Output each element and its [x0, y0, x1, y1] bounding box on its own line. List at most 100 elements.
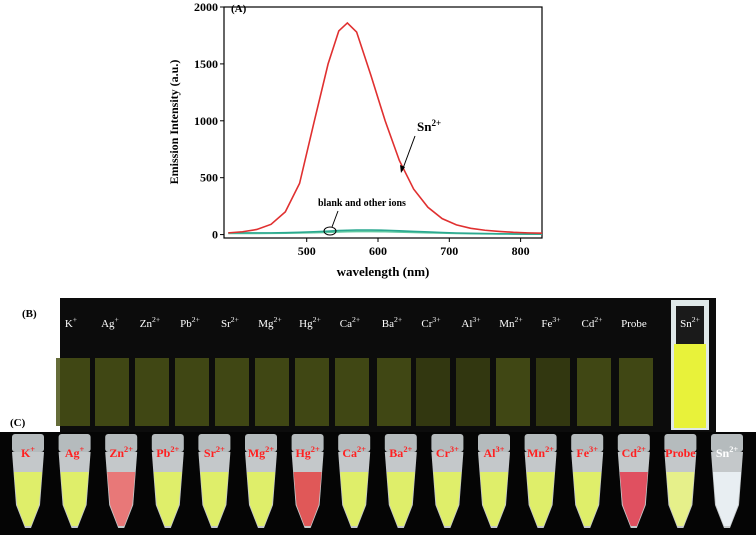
tube-cap	[151, 434, 184, 452]
tube-cap	[478, 434, 510, 452]
vial-label: Fe3+	[541, 315, 560, 330]
tube-liquid	[200, 472, 229, 526]
vial-label-sup: +	[115, 315, 119, 324]
vial-label-base: Ba	[382, 318, 394, 330]
vial-label-base: Pb	[180, 318, 192, 330]
tube-cap	[245, 434, 277, 452]
vial-label: Cd2+	[581, 315, 602, 330]
vial-label: Ca2+	[340, 315, 360, 330]
vial-label-base: Ag	[101, 318, 115, 330]
tube-label: Sn2+	[716, 445, 739, 460]
vial-liquid	[536, 358, 570, 426]
arrow	[331, 210, 339, 228]
annotation-sup: 2+	[431, 118, 441, 128]
y-axis-label: Emission Intensity (a.u.)	[167, 60, 181, 185]
tube-label-sup: 2+	[403, 445, 412, 454]
vial-liquid	[577, 358, 611, 426]
tube-liquid	[340, 472, 369, 526]
tube-label-sup: 2+	[545, 445, 554, 454]
tube-label-sup: 2+	[265, 445, 274, 454]
tube-label: Hg2+	[295, 445, 320, 460]
tube-label: Sr2+	[204, 445, 225, 460]
arrow-head	[400, 165, 405, 173]
vial-label: Zn2+	[140, 315, 160, 330]
tube-label-sup: 2+	[311, 445, 320, 454]
vial-label-base: Sr	[221, 318, 231, 330]
vial-label-sup: 2+	[152, 315, 160, 324]
tube-label: Ca2+	[342, 445, 366, 460]
vial-label-base: Cd	[581, 318, 594, 330]
tube-label: Ba2+	[389, 445, 412, 460]
vial-liquid	[295, 358, 329, 426]
vial-glass	[676, 306, 704, 344]
vial-liquid	[456, 358, 490, 426]
vial-liquid	[335, 358, 369, 426]
tube-liquid	[713, 472, 741, 526]
tube-label-base: Ag	[65, 446, 80, 460]
panel-label: (C)	[10, 417, 26, 429]
vial-label-base: Mn	[499, 318, 515, 330]
tube-label-sup: 2+	[729, 445, 738, 454]
tube-cap	[58, 434, 91, 452]
tube-liquid	[666, 472, 695, 526]
y-tick-label: 1500	[194, 57, 218, 71]
annotation: Sn2+	[417, 118, 441, 134]
data-line	[228, 229, 542, 235]
tube-label-sup: +	[80, 445, 85, 454]
vial-label-base: Fe	[541, 318, 552, 330]
tube-cap	[711, 434, 743, 452]
tube-label-base: Cr	[436, 446, 451, 460]
highlight-circle	[323, 226, 337, 236]
vial-label-base: Mg	[258, 318, 274, 330]
plot-frame	[223, 6, 543, 239]
vial-label-sup: 2+	[515, 315, 523, 324]
x-tick-label: 800	[512, 244, 530, 258]
tube-label-base: Ba	[389, 446, 403, 460]
vial-label-sup: 2+	[192, 315, 200, 324]
tube-label-base: Cd	[622, 446, 638, 460]
vial-label: Ag+	[101, 315, 119, 330]
vial-label: Sn2+	[680, 315, 700, 330]
tube-label-sup: 2+	[637, 445, 646, 454]
tube-cap	[571, 434, 604, 452]
tube-label: Cr3+	[436, 445, 459, 460]
vial-label: Cr3+	[421, 315, 440, 330]
tube-label: Fe3+	[576, 445, 598, 460]
y-tick-label: 500	[200, 171, 218, 185]
tube-liquid	[573, 472, 602, 526]
tube-cap	[12, 434, 44, 452]
tube-cap	[384, 434, 417, 452]
tube-label: Pb2+	[156, 445, 179, 460]
tube-liquid	[293, 472, 322, 526]
tube-liquid	[433, 472, 462, 526]
tube-label: Al3+	[484, 445, 505, 460]
x-tick-label: 700	[440, 244, 458, 258]
vial-label-sup: 2+	[231, 315, 239, 324]
tube-label-sup: 3+	[496, 445, 505, 454]
tube-label-base: Hg	[295, 446, 310, 460]
tube-label-base: Pb	[156, 446, 170, 460]
tube-label-sup: 2+	[124, 445, 133, 454]
tube-cap	[105, 434, 138, 452]
tube-liquid	[619, 472, 648, 526]
tube-liquid	[526, 472, 555, 526]
x-axis-label: wavelength (nm)	[337, 264, 430, 279]
vial-label: K+	[65, 315, 77, 330]
vial-liquid	[674, 344, 706, 428]
vial-label-sup: 3+	[552, 315, 560, 324]
tube-cap	[664, 434, 697, 452]
tube-label-sup: 2+	[357, 445, 366, 454]
tube-label: Probe	[665, 446, 696, 460]
vial-liquid	[255, 358, 289, 426]
y-tick-label: 0	[212, 228, 218, 242]
arrow	[401, 135, 416, 172]
tube-cap	[338, 434, 371, 452]
tube-cap	[291, 434, 324, 452]
vial-label-base: Zn	[140, 318, 153, 330]
x-tick-label: 600	[369, 244, 387, 258]
tube-label-sup: 3+	[450, 445, 459, 454]
vial-label-base: K	[65, 318, 73, 330]
vial-liquid	[377, 358, 411, 426]
tube-cap	[198, 434, 231, 452]
